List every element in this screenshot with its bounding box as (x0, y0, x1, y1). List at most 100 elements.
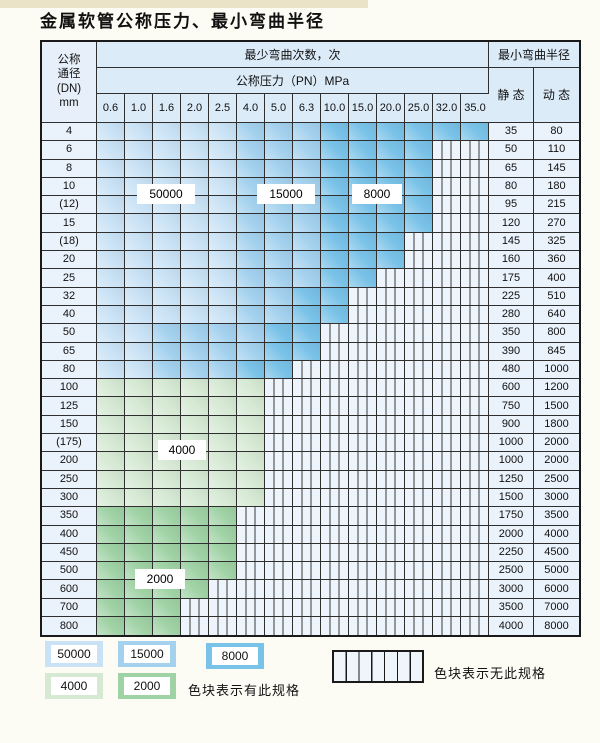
table-cell (209, 269, 237, 288)
table-cell (237, 324, 265, 343)
table-cell (405, 562, 433, 581)
table-cell (153, 342, 181, 361)
pressure-header: 公称压力（PN）MPa (97, 68, 489, 94)
row-dynamic-value: 400 (534, 269, 579, 288)
table-cell (265, 379, 293, 398)
table-cell (433, 360, 461, 380)
table-cell (377, 305, 405, 325)
table-cell (377, 214, 405, 233)
table-cell (293, 580, 321, 599)
row-static-value: 2500 (489, 562, 534, 581)
row-dn-label: 125 (42, 397, 97, 416)
table-cell (125, 525, 153, 544)
cycle-count-label: 50000 (137, 184, 195, 204)
pressure-tick: 25.0 (405, 94, 433, 123)
table-cell (153, 232, 181, 252)
table-cell (97, 580, 125, 599)
table-cell (237, 342, 265, 361)
table-cell (349, 580, 377, 599)
pressure-tick: 1.0 (125, 94, 153, 123)
row-dn-label: 200 (42, 452, 97, 471)
table-cell (265, 287, 293, 306)
table-cell (461, 617, 489, 636)
table-cell (97, 397, 125, 416)
table-cell (153, 525, 181, 544)
table-cell (377, 287, 405, 306)
table-cell (461, 488, 489, 508)
legend-swatch-value: 4000 (51, 677, 97, 695)
table-cell (405, 141, 433, 160)
row-dn-label: 32 (42, 287, 97, 306)
table-cell (181, 415, 209, 435)
table-cell (209, 488, 237, 508)
table-cell (265, 269, 293, 288)
cycle-count-label: 2000 (135, 569, 185, 589)
table-cell (265, 214, 293, 233)
table-cell (209, 397, 237, 416)
table-cell (209, 580, 237, 599)
legend-swatch: 50000 (45, 641, 103, 667)
table-cell (181, 251, 209, 270)
row-dn-label: 300 (42, 488, 97, 508)
table-cell (153, 598, 181, 618)
row-dynamic-value: 180 (534, 177, 579, 197)
table-cell (349, 397, 377, 416)
table-cell (265, 525, 293, 544)
row-static-value: 95 (489, 196, 534, 215)
table-cell (237, 269, 265, 288)
row-static-value: 80 (489, 177, 534, 197)
pressure-tick: 2.5 (209, 94, 237, 123)
table-cell (461, 269, 489, 288)
table-cell (377, 562, 405, 581)
table-cell (461, 232, 489, 252)
table-cell (209, 415, 237, 435)
table-cell (97, 324, 125, 343)
row-dynamic-value: 145 (534, 159, 579, 178)
row-static-value: 280 (489, 305, 534, 325)
table-cell (209, 177, 237, 197)
table-cell (321, 507, 349, 526)
table-cell (237, 123, 265, 142)
pressure-tick: 1.6 (153, 94, 181, 123)
table-cell (461, 525, 489, 544)
table-cell (97, 470, 125, 489)
table-cell (461, 434, 489, 453)
table-cell (433, 196, 461, 215)
row-dynamic-value: 1000 (534, 360, 579, 380)
row-static-value: 120 (489, 214, 534, 233)
table-cell (461, 159, 489, 178)
row-dynamic-value: 5000 (534, 562, 579, 581)
table-cell (265, 397, 293, 416)
table-cell (97, 287, 125, 306)
table-cell (405, 397, 433, 416)
table-cell (125, 123, 153, 142)
table-cell (153, 141, 181, 160)
table-cell (433, 525, 461, 544)
table-cell (153, 305, 181, 325)
table-cell (265, 123, 293, 142)
table-cell (321, 470, 349, 489)
table-cell (349, 470, 377, 489)
table-cell (321, 232, 349, 252)
dynamic-header: 动 态 (534, 68, 579, 123)
table-cell (349, 305, 377, 325)
row-dynamic-value: 4500 (534, 543, 579, 563)
row-static-value: 480 (489, 360, 534, 380)
table-cell (433, 214, 461, 233)
table-cell (293, 269, 321, 288)
table-cell (321, 305, 349, 325)
row-dn-label: 500 (42, 562, 97, 581)
table-cell (321, 379, 349, 398)
row-static-value: 1000 (489, 434, 534, 453)
row-dynamic-value: 2000 (534, 452, 579, 471)
table-cell (125, 342, 153, 361)
table-cell (461, 562, 489, 581)
table-cell (433, 159, 461, 178)
table-cell (349, 342, 377, 361)
table-cell (209, 251, 237, 270)
table-cell (405, 269, 433, 288)
table-cell (237, 434, 265, 453)
table-cell (293, 452, 321, 471)
row-dn-label: 600 (42, 580, 97, 599)
table-cell (293, 379, 321, 398)
